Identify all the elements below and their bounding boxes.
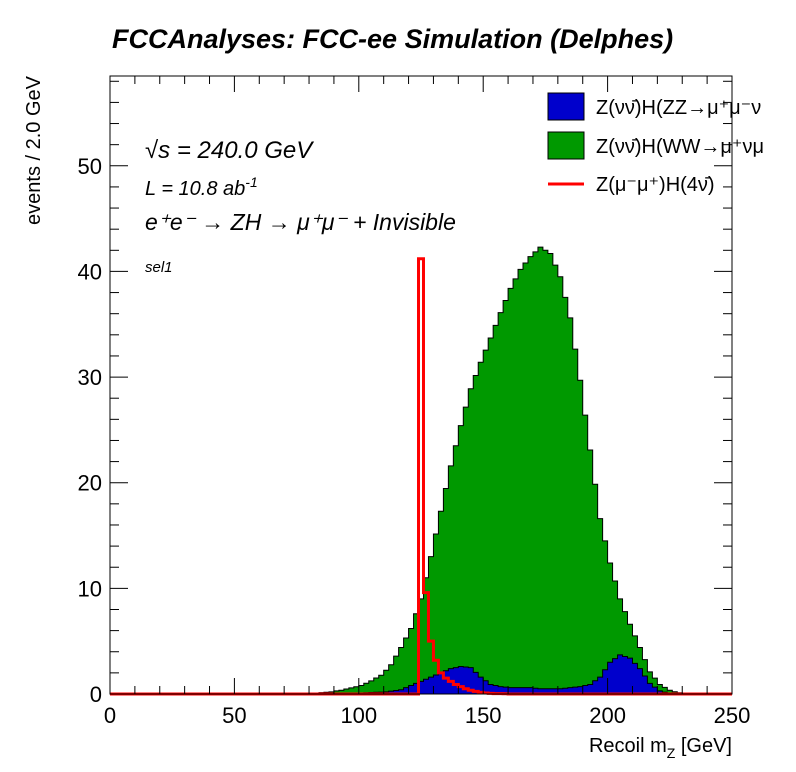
axis-ticks: 0 50 100 150 200 250 0 10 20 30 40 50 — [78, 76, 751, 728]
annotation-lumi-text: L = 10.8 ab — [145, 178, 245, 200]
y-tick-label: 10 — [78, 576, 102, 601]
x-tick-label: 150 — [465, 703, 502, 728]
x-tick-label: 100 — [340, 703, 377, 728]
x-tick-label: 0 — [104, 703, 116, 728]
x-axis-label-main: Recoil m — [589, 735, 667, 757]
legend-label: Z(μ⁻μ⁺)H(4ν̄) — [596, 174, 715, 196]
annotation-lumi: L = 10.8 ab-1 — [145, 174, 258, 200]
series-ww-stacked-fill — [110, 246, 732, 695]
x-tick-label: 250 — [714, 703, 751, 728]
y-tick-label: 0 — [90, 682, 102, 707]
y-axis-label: events / 2.0 GeV — [23, 75, 45, 225]
legend-swatch — [547, 92, 585, 121]
x-axis-label-sub: Z — [667, 745, 676, 761]
x-tick-label: 50 — [222, 703, 246, 728]
y-tick-label: 40 — [78, 259, 102, 284]
annotation-selection: sel1 — [145, 259, 173, 276]
legend: Z(νν̄)H(ZZ→μ⁺μ⁻ν Z(νν̄)H(WW→μ⁺νμ Z(μ⁻μ⁺)H(… — [547, 92, 764, 196]
histogram-layer — [110, 246, 732, 696]
y-tick-label: 20 — [78, 471, 102, 496]
plot-frame — [109, 75, 733, 695]
annotation-lumi-exponent: -1 — [245, 174, 257, 190]
y-tick-label: 50 — [78, 154, 102, 179]
x-tick-label: 200 — [589, 703, 626, 728]
legend-label: Z(νν̄)H(ZZ→μ⁺μ⁻ν — [596, 97, 761, 119]
x-axis-label-unit: [GeV] — [675, 735, 732, 757]
x-axis-label: Recoil mZ [GeV] — [589, 735, 732, 761]
legend-label: Z(νν̄)H(WW→μ⁺νμ — [596, 136, 764, 158]
chart-title: FCCAnalyses: FCC-ee Simulation (Delphes) — [112, 24, 673, 54]
y-tick-label: 30 — [78, 365, 102, 390]
annotation-process: e⁺e⁻ → ZH → μ⁺μ⁻ + Invisible — [145, 209, 456, 235]
annotation-sqrt-s: √s = 240.0 GeV — [145, 137, 314, 164]
legend-swatch — [547, 131, 585, 160]
